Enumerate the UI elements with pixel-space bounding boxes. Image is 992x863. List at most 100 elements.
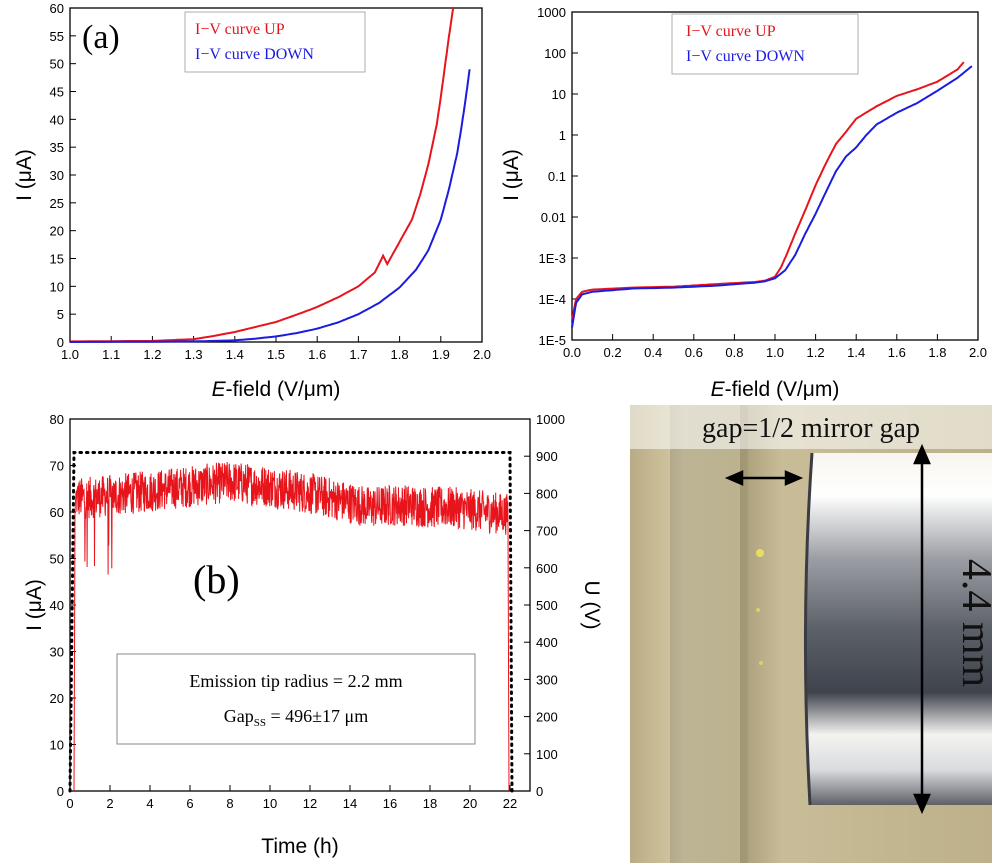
y2-tick-label: 200	[536, 710, 558, 725]
y-tick-label: 50	[50, 552, 64, 567]
height-label: 4.4 mm	[953, 559, 992, 688]
y-tick-label: 70	[50, 459, 64, 474]
y-tick-label: 15	[50, 252, 64, 267]
x-tick-label: 18	[423, 796, 437, 811]
gap-arrow	[724, 470, 804, 486]
x-tick-label: 1.8	[928, 345, 946, 360]
y-tick-label: 55	[50, 29, 64, 44]
y-tick-label: 60	[50, 505, 64, 520]
legend-entry-down: I−V curve DOWN	[686, 48, 805, 65]
y2-tick-label: 300	[536, 672, 558, 687]
x-tick-label: 0	[66, 796, 73, 811]
y-tick-label: 10	[552, 87, 566, 102]
annotation-box: Emission tip radius = 2.2 mm GapSS = 496…	[116, 653, 476, 745]
legend: I−V curve UP I−V curve DOWN	[671, 13, 859, 75]
y-tick-label: 40	[50, 598, 64, 613]
x-tick-label: 4	[146, 796, 153, 811]
cylinder-shape	[805, 453, 992, 805]
x-tick-label: 1.6	[308, 347, 326, 362]
y-axis-label: I (μA)	[13, 149, 36, 201]
x-tick-label: 0.0	[563, 345, 581, 360]
x-tick-label: 1.4	[847, 345, 865, 360]
gap-label: gap=1/2 mirror gap	[702, 413, 920, 444]
y-tick-label: 10	[50, 279, 64, 294]
y-tick-label: 1E-3	[539, 251, 566, 266]
iv-linear-chart: 1.0 1.1 1.2 1.3 1.4 1.5 1.6 1.7 1.8 1.9 2.0 0 5 10 15…	[13, 1, 491, 401]
x-tick-label: 1.0	[766, 345, 784, 360]
x-tick-label: 6	[186, 796, 193, 811]
y2-tick-label: 600	[536, 561, 558, 576]
y2-tick-label: 700	[536, 524, 558, 539]
y-tick-label: 5	[57, 307, 64, 322]
y-axis-label-right: U (V)	[580, 581, 603, 630]
x-axis-label: E-field (V/μm)	[711, 378, 840, 401]
y2-tick-label: 800	[536, 486, 558, 501]
y-tick-label: 0	[57, 784, 64, 799]
x-tick-label: 1.0	[61, 347, 79, 362]
y-tick-label: 1	[559, 128, 566, 143]
x-tick-label: 16	[383, 796, 397, 811]
x-tick-label: 1.7	[349, 347, 367, 362]
panel-label: (b)	[193, 557, 240, 602]
series-line-down	[69, 69, 471, 343]
y-tick-label: 1E-5	[539, 333, 566, 348]
y2-tick-label: 500	[536, 598, 558, 613]
y-tick-label: 80	[50, 412, 64, 427]
y-tick-label: 40	[50, 112, 64, 127]
annotation-gap: GapSS = 496±17 μm	[224, 706, 368, 729]
x-tick-label: 1.3	[185, 347, 203, 362]
y-tick-label: 25	[50, 196, 64, 211]
stability-chart: 0 2 4 6 8 10 12 14 16 18 20 22 0 10 20 30 40 50 60 70 80 0 1…	[23, 412, 603, 858]
x-tick-label: 1.2	[807, 345, 825, 360]
x-tick-label: 1.4	[226, 347, 244, 362]
legend: I−V curve UP I−V curve DOWN	[184, 11, 366, 73]
x-tick-label: 1.5	[267, 347, 285, 362]
x-axis-label: E-field (V/μm)	[212, 378, 341, 401]
x-tick-label: 8	[226, 796, 233, 811]
y-tick-label: 50	[50, 57, 64, 72]
annotation-tip-radius: Emission tip radius = 2.2 mm	[189, 671, 402, 691]
x-tick-label: 0.8	[725, 345, 743, 360]
legend-entry-up: I−V curve UP	[195, 21, 285, 38]
legend-entry-up: I−V curve UP	[686, 23, 776, 40]
y-tick-label: 20	[50, 691, 64, 706]
x-tick-label: 1.8	[391, 347, 409, 362]
series-line-up	[70, 7, 455, 343]
y-tick-label: 60	[50, 1, 64, 16]
panel-label: (a)	[82, 19, 120, 56]
y-tick-label: 30	[50, 168, 64, 183]
y2-tick-label: 100	[536, 747, 558, 762]
iv-log-chart: 0.0 0.2 0.4 0.6 0.8 1.0 1.2 1.4 1.6 1.8 2.0 1E-51E…	[500, 5, 987, 401]
x-tick-label: 2.0	[969, 345, 987, 360]
x-tick-label: 2.0	[473, 347, 491, 362]
y-tick-label: 45	[50, 85, 64, 100]
y-tick-label: 10	[50, 738, 64, 753]
y2-tick-label: 400	[536, 635, 558, 650]
series-line-voltage	[68, 451, 514, 793]
y-axis-label: I (μA)	[500, 149, 523, 201]
x-tick-label: 0.4	[644, 345, 662, 360]
y-tick-label: 0.01	[541, 210, 566, 225]
x-tick-label: 10	[263, 796, 277, 811]
x-tick-label: 1.9	[432, 347, 450, 362]
height-arrow	[913, 443, 931, 815]
y-tick-label: 100	[544, 46, 566, 61]
series-line-current	[73, 461, 510, 792]
x-tick-label: 20	[463, 796, 477, 811]
y-tick-label: 20	[50, 224, 64, 239]
y2-tick-label: 1000	[536, 412, 565, 427]
x-tick-label: 12	[303, 796, 317, 811]
x-tick-label: 14	[343, 796, 357, 811]
x-tick-label: 0.2	[604, 345, 622, 360]
y-axis-label-left: I (μA)	[23, 579, 46, 631]
micrograph-photo: gap=1/2 mirror gap 4.4 mm	[630, 405, 992, 863]
y-tick-label: 35	[50, 140, 64, 155]
legend-entry-down: I−V curve DOWN	[195, 46, 314, 63]
x-tick-label: 0.6	[685, 345, 703, 360]
y2-tick-label: 0	[536, 784, 543, 799]
y-tick-label: 1E-4	[539, 292, 566, 307]
y-tick-label: 1000	[537, 5, 566, 20]
x-tick-label: 1.6	[888, 345, 906, 360]
x-axis-label: Time (h)	[261, 835, 338, 858]
y-tick-label: 0	[57, 335, 64, 350]
